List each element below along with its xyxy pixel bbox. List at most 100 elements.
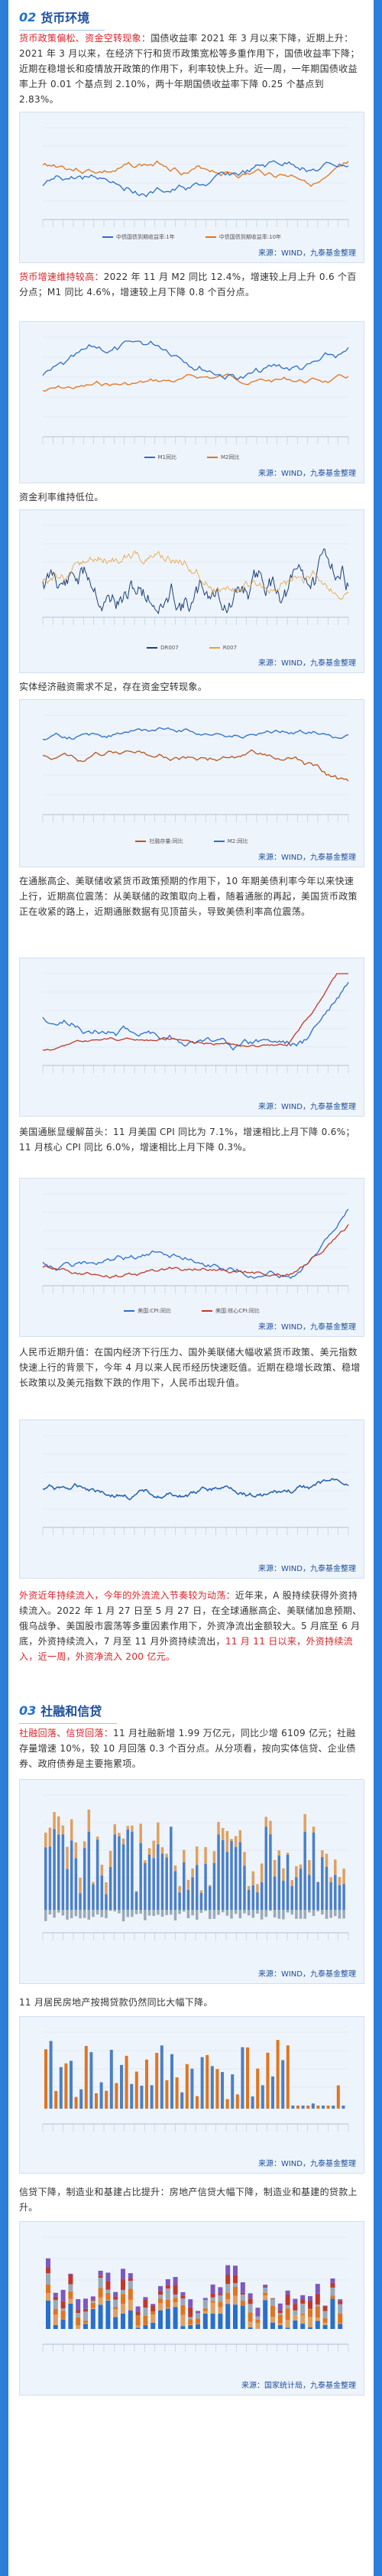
bar-segment [180,2291,186,2296]
paragraph-credit-structure: 信贷下降，制造业和基建占比提升：房地产信贷大幅下降，制造业和基建的贷款上升。 [19,2184,363,2215]
legend-item: 美国:CPI:同比 [124,1307,171,1315]
bar-segment [233,2275,238,2284]
chart-legend: 社融存量:同比 M2:同比 [20,838,364,845]
bar [170,1910,173,1915]
bar [342,1910,345,1919]
bar-segment [68,2274,73,2285]
bar-segment [255,2308,261,2317]
bar [303,1831,306,1910]
bar-segment [53,2296,58,2301]
paragraph-mortgage: 11 月居民房地产按揭贷款仍然同比大幅下降。 [19,1995,363,2010]
bar-segment [338,2324,343,2329]
bar [113,1824,117,1835]
bar [286,1910,290,1913]
bar [89,2052,93,2109]
bar [131,1910,134,1917]
series-line-m2 [42,373,349,392]
chart-svg [42,525,349,625]
bar [342,1869,345,1885]
bar-segment [196,2324,200,2329]
legend-item: 社融存量:同比 [135,838,183,845]
bar [308,1859,311,1875]
bar-segment [285,2308,290,2321]
bar [108,1851,112,1868]
paragraph-us-treasury: 在通胀高企、美联储收紧货币政策预期的作用下，10 年期美债利率今年以来快速上行，… [19,873,363,919]
bar [100,1910,104,1917]
chart-social-financing-components: 来源：WIND，九泰基金整理 [19,1779,364,1984]
bar-segment [202,2300,208,2308]
bar [121,1844,125,1910]
bar [70,2060,73,2109]
bar-segment [83,2311,88,2321]
series-line-dr007 [42,548,349,615]
bar-segment [128,2278,133,2281]
bar [312,1826,316,1833]
bar-segment [135,2316,141,2326]
bar-segment [330,2298,335,2329]
bar [230,1910,233,1919]
bar-segment [60,2319,66,2329]
bar [342,1884,345,1910]
bar [87,1910,91,1920]
bar-segment [225,2299,231,2304]
series-line-b [42,973,348,1051]
bar-segment [135,2311,141,2316]
chart-legend: DR007 R007 [20,645,364,651]
bar [83,1848,86,1910]
bar [100,1875,104,1910]
bar [322,2106,325,2109]
bar-segment [218,2314,223,2329]
bar [256,1884,259,1893]
bar [308,1910,311,1913]
bar-segment [255,2323,261,2329]
bar [100,1865,104,1875]
bar [145,2059,148,2109]
bar [299,1864,303,1869]
bar-segment [105,2300,111,2301]
bar [105,1882,108,1895]
legend-item: 中债国债到期收益率:10年 [205,233,281,241]
bar [247,1910,251,1916]
bar-segment [113,2299,118,2308]
bar [215,2069,219,2109]
bar [277,1910,280,1919]
bar [53,1812,56,1830]
bar [180,2092,184,2109]
bar-segment [277,2324,283,2329]
bar-segment [210,2284,215,2294]
bar-segment [121,2289,125,2295]
bar [329,1910,332,1918]
bar [144,1910,147,1921]
bar-segment [188,2319,193,2324]
bar [44,2049,47,2109]
bar-segment [270,2317,275,2323]
bar [238,1842,242,1910]
bar-segment [165,2300,170,2308]
bar [208,1885,212,1887]
bar [251,1871,255,1885]
bar [217,1822,220,1835]
bar-segment [180,2304,186,2315]
bar [251,1885,255,1910]
bar-segment [98,2277,103,2288]
bar [210,2066,214,2109]
bar-segment [210,2313,215,2329]
chart-rmb: 来源：WIND，九泰基金整理 [19,1420,364,1579]
bar [243,1910,246,1914]
bar [79,1893,82,1910]
bar [329,1877,332,1882]
chart-source: 来源：WIND，九泰基金整理 [257,2160,356,2168]
bar [87,1831,91,1910]
bar [74,1842,78,1859]
bar-segment [53,2308,58,2315]
chart-source: 来源：WIND，九泰基金整理 [257,470,356,478]
paragraph-money-supply: 货币增速维持较高：2022 年 11 月 M2 同比 12.4%，增速较上月上升… [19,269,363,300]
bar [183,1849,186,1862]
bar-segment [151,2322,156,2329]
bar [108,1867,112,1910]
bar-segment [285,2290,290,2295]
bar-segment [151,2311,156,2312]
bar [53,1910,56,1918]
bar-segment [113,2291,118,2298]
series-line-core-cpi [42,1224,349,1279]
